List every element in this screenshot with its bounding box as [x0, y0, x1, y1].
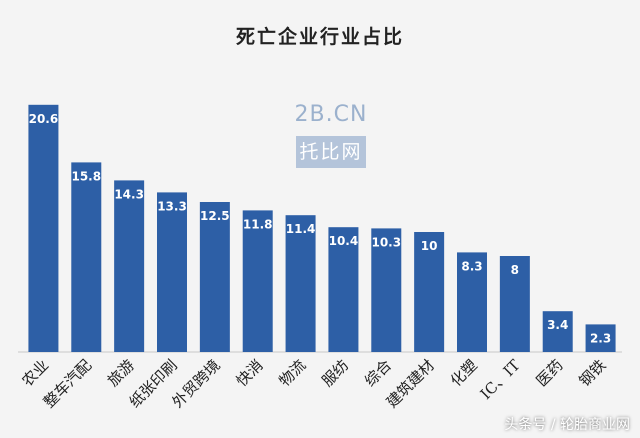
- watermark-bottom: 托比网: [296, 136, 366, 168]
- data-label-2: 14.3: [114, 187, 144, 201]
- bar-10: [457, 252, 487, 352]
- category-label-6: 物流: [275, 356, 309, 390]
- footer-credit: 头条号 / 轮胎商业网: [504, 417, 630, 433]
- bar-12: [542, 311, 573, 352]
- data-label-13: 2.3: [590, 331, 611, 345]
- bar-9: [414, 232, 445, 352]
- category-label-8: 综合: [361, 356, 395, 390]
- watermark: 2B.CN 托比网: [282, 100, 380, 176]
- bar-5: [242, 210, 273, 352]
- bar-4: [199, 202, 230, 352]
- category-label-11: IC、IT: [477, 356, 524, 403]
- bar-8: [371, 228, 402, 352]
- bar-3: [157, 192, 187, 352]
- data-label-5: 11.8: [243, 217, 273, 231]
- watermark-top: 2B.CN: [294, 102, 368, 127]
- category-label-4: 外贸跨境: [169, 356, 224, 411]
- data-label-9: 10: [421, 239, 438, 253]
- category-label-9: 建筑建材: [383, 356, 438, 411]
- data-label-6: 11.4: [286, 222, 316, 236]
- bar-0: [28, 104, 59, 352]
- data-label-3: 13.3: [157, 199, 187, 213]
- category-label-5: 快消: [233, 356, 267, 390]
- bar-6: [285, 215, 316, 352]
- category-label-1: 整车汽配: [40, 356, 95, 411]
- category-label-13: 钢铁: [575, 356, 609, 390]
- data-label-12: 3.4: [547, 318, 568, 332]
- category-label-7: 服纺: [318, 356, 352, 390]
- category-label-0: 农业: [18, 356, 52, 390]
- category-label-12: 医药: [533, 356, 567, 390]
- bar-11: [499, 256, 530, 352]
- data-label-7: 10.4: [329, 234, 359, 248]
- bar-13: [585, 324, 616, 352]
- category-label-2: 旅游: [104, 356, 138, 390]
- category-label-10: 化塑: [447, 356, 481, 390]
- data-label-10: 8.3: [461, 259, 482, 273]
- bar-1: [71, 162, 102, 352]
- data-label-1: 15.8: [71, 169, 101, 183]
- chart-title: 死亡企业行业占比: [235, 26, 404, 48]
- data-label-8: 10.3: [371, 235, 401, 249]
- bar-2: [114, 180, 145, 352]
- data-label-4: 12.5: [200, 209, 230, 223]
- bar-7: [328, 227, 359, 352]
- data-label-0: 20.6: [29, 112, 59, 126]
- data-label-11: 8: [511, 263, 519, 277]
